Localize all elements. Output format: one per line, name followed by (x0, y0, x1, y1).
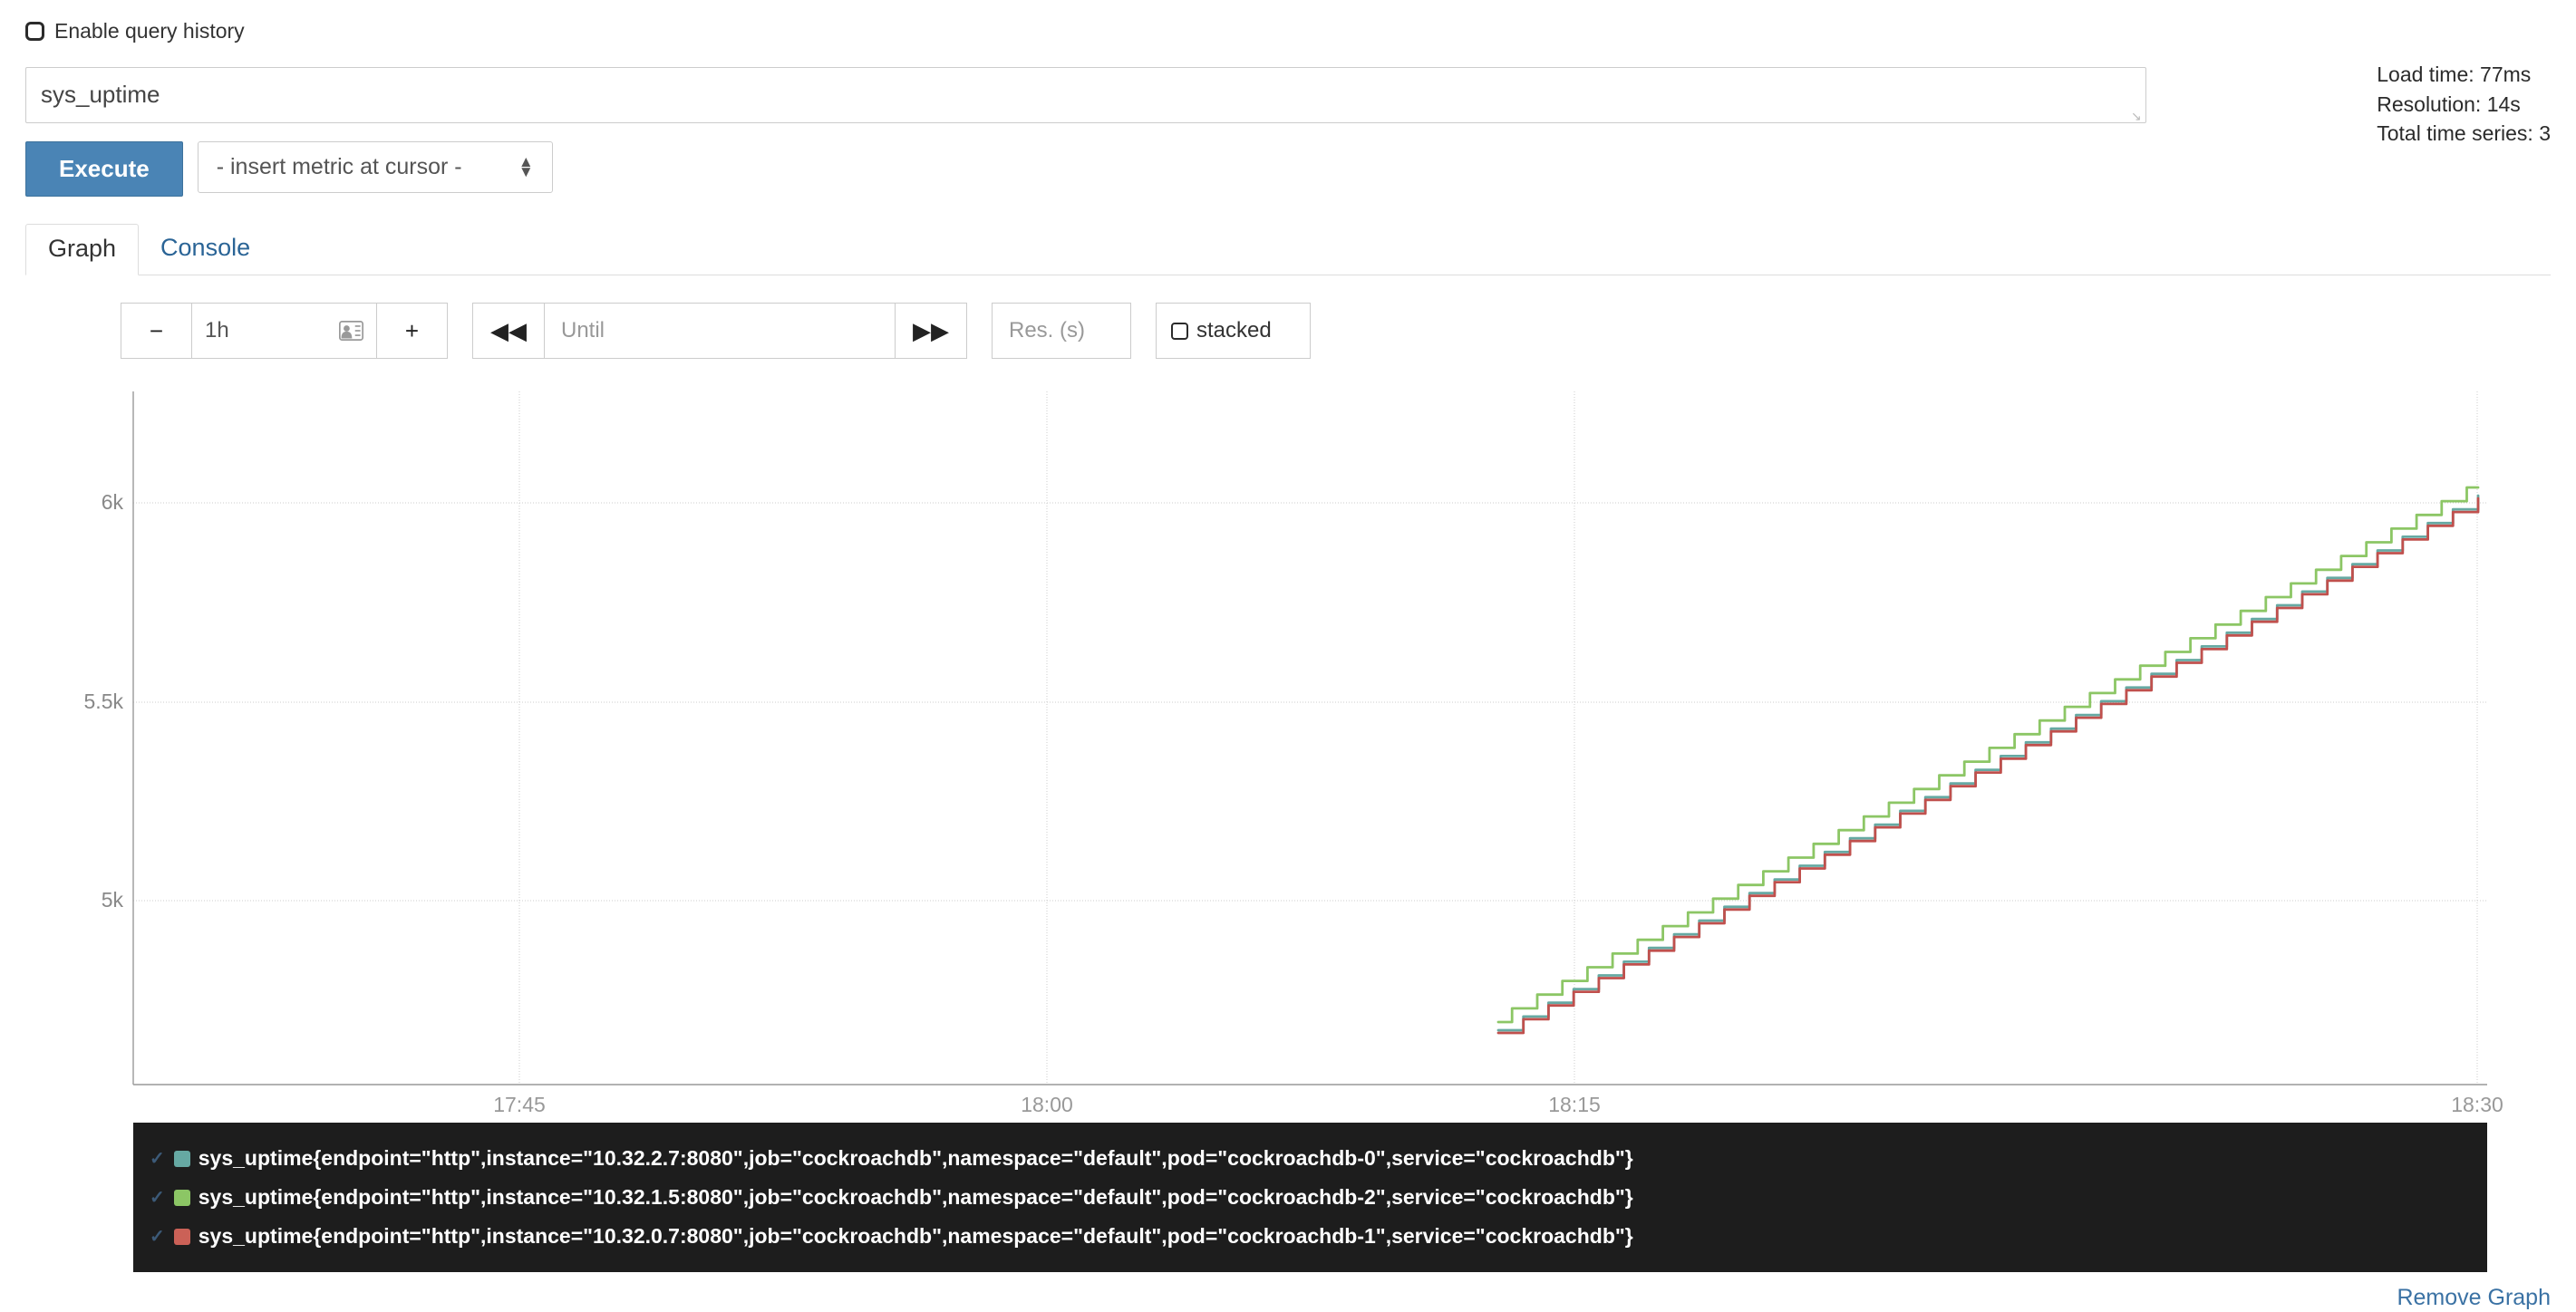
svg-text:18:00: 18:00 (1021, 1093, 1073, 1116)
svg-text:5.5k: 5.5k (84, 690, 124, 713)
svg-text:5k: 5k (102, 888, 124, 912)
svg-text:17:45: 17:45 (493, 1093, 546, 1116)
svg-text:18:15: 18:15 (1548, 1093, 1601, 1116)
svg-text:6k: 6k (102, 490, 124, 514)
svg-text:18:30: 18:30 (2451, 1093, 2503, 1116)
